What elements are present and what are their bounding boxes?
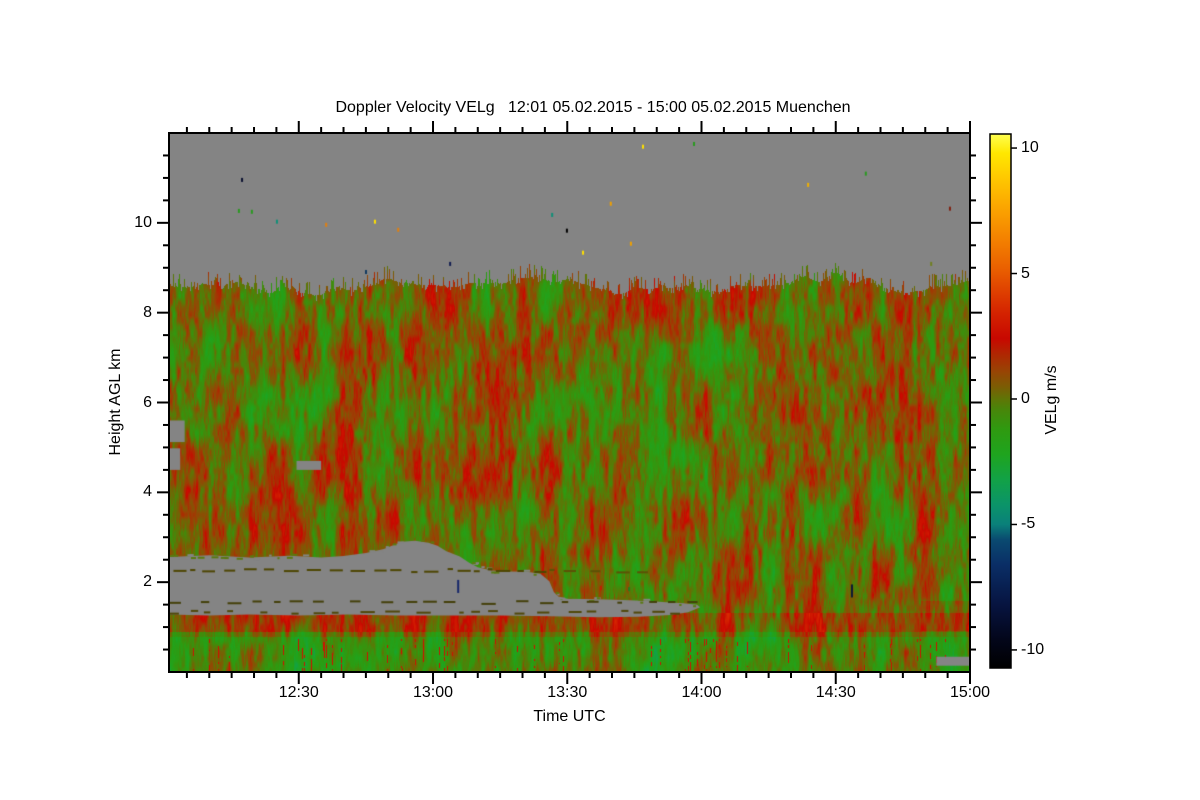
velocity-heatmap-canvas	[169, 133, 970, 672]
y-tick-label: 4	[143, 483, 152, 501]
colorbar-tick-label: 5	[1021, 264, 1030, 282]
x-tick-label: 13:30	[547, 684, 588, 701]
y-tick-label: 8	[143, 303, 152, 321]
y-tick-label: 6	[143, 393, 152, 411]
x-tick-label: 14:30	[815, 684, 856, 701]
colorbar-tick-label: 10	[1021, 139, 1039, 157]
colorbar-tick-label: -5	[1021, 515, 1036, 533]
y-tick-label: 2	[143, 573, 152, 591]
x-tick-label: 12:30	[278, 684, 319, 701]
colorbar-tick-label: -10	[1021, 640, 1045, 658]
x-tick-label: 14:00	[681, 684, 722, 701]
x-tick-label: 13:00	[412, 684, 454, 701]
chart-title: Doppler Velocity VELg 12:01 05.02.2015 -…	[335, 99, 851, 116]
x-tick-label: 15:00	[949, 684, 991, 701]
x-axis-label: Time UTC	[533, 708, 606, 725]
colorbar-gradient	[990, 134, 1011, 668]
colorbar-tick-label: 0	[1021, 389, 1030, 407]
colorbar-label: VELg m/s	[1043, 365, 1060, 435]
y-tick-label: 10	[134, 213, 152, 231]
